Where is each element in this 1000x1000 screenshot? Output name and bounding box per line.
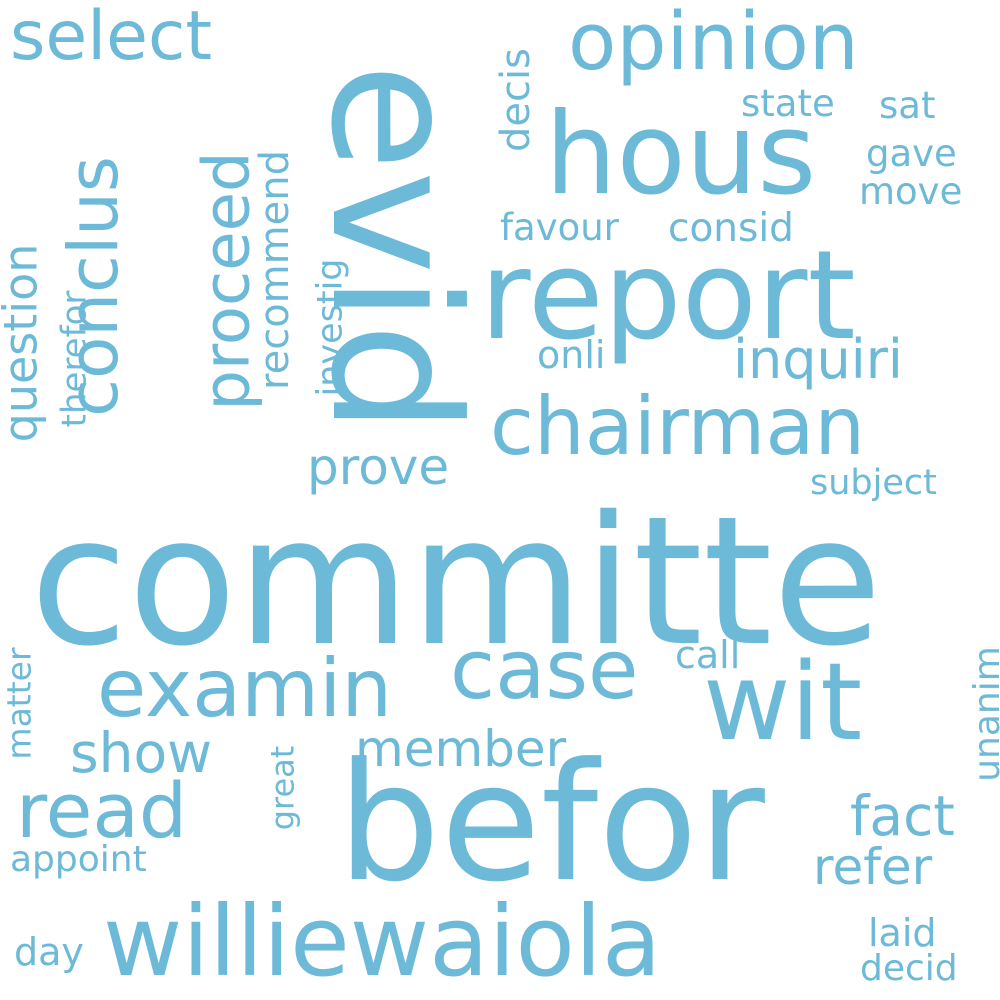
word-read: read [16, 766, 188, 855]
word-call: call [675, 633, 741, 677]
word-select: select [10, 0, 213, 76]
word-question: question [0, 243, 48, 443]
word-befor: befor [337, 729, 765, 918]
word-report: report [480, 225, 856, 368]
word-williewaiola: williewaiola [103, 885, 662, 998]
word-investig: investig [310, 258, 351, 397]
word-committe: committe [30, 478, 883, 685]
word-refer: refer [813, 838, 933, 896]
word-prove: prove [307, 438, 450, 496]
word-wit: wit [703, 641, 863, 765]
word-fact: fact [850, 784, 955, 848]
word-member: member [355, 720, 567, 778]
word-great: great [263, 745, 302, 831]
word-onli: onli [537, 333, 606, 377]
word-examin: examin [97, 642, 393, 735]
word-gave: gave [866, 132, 957, 175]
word-matter: matter [0, 647, 39, 760]
word-decid: decid [860, 948, 958, 989]
word-appoint: appoint [10, 839, 147, 880]
word-case: case [450, 623, 639, 718]
word-proceed: proceed [190, 151, 265, 411]
word-therefor: therefor [54, 290, 95, 428]
word-subject: subject [810, 463, 937, 503]
word-favour: favour [500, 206, 619, 249]
word-hous: hous [545, 88, 817, 220]
word-show: show [70, 721, 213, 785]
word-decis: decis [492, 48, 539, 152]
word-chairman: chairman [490, 380, 866, 473]
word-day: day [14, 930, 84, 974]
word-inquiri: inquiri [733, 328, 903, 391]
word-move: move [859, 170, 963, 213]
word-opinion: opinion [568, 0, 859, 88]
word-recommend: recommend [251, 150, 298, 390]
word-laid: laid [868, 911, 937, 955]
word-sat: sat [879, 84, 936, 127]
word-consid: consid [668, 206, 794, 251]
word-state: state [741, 82, 835, 125]
word-unanim: unanim [966, 646, 1000, 782]
